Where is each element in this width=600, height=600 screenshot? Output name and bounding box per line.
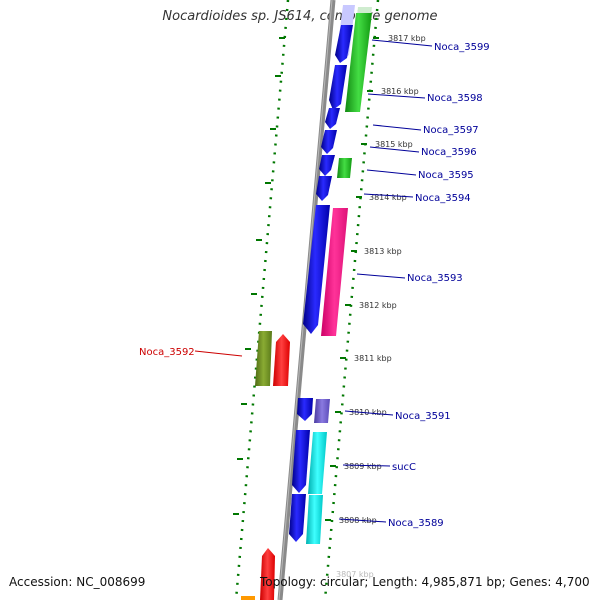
gene-label-noca-3593[interactable]: Noca_3593 [407,273,463,284]
feature-track[interactable] [306,7,372,544]
gene-bottom-orange[interactable] [241,596,255,600]
gene-succ-feature[interactable] [308,432,327,494]
reverse-genes[interactable] [241,331,290,600]
gene-noca-3599-feature[interactable] [345,13,372,112]
gene-noca-3592-feature[interactable] [255,331,272,386]
gene-bottom-cds[interactable] [260,548,275,600]
gene-label-noca-3599[interactable]: Noca_3599 [434,42,490,53]
gene-noca-3595-cds[interactable] [319,155,335,176]
gene-label-noca-3591[interactable]: Noca_3591 [395,411,451,422]
outer-track-right [323,0,380,600]
kbp-label: 3812 kbp [359,301,397,310]
kbp-label: 3813 kbp [364,247,402,256]
gene-label-noca-3595[interactable]: Noca_3595 [418,170,474,181]
right-tick-marks [325,37,379,521]
genome-info-label: Topology: circular; Length: 4,985,871 bp… [260,575,590,589]
label-leaders [194,39,433,523]
backbone-highlight [278,0,333,600]
forward-genes[interactable] [289,5,355,542]
accession-label: Accession: NC_008699 [9,575,146,589]
kbp-label: 3816 kbp [381,87,419,96]
kbp-label: 3817 kbp [388,34,426,43]
gene-noca-3589-feature[interactable] [306,495,323,544]
kbp-label: 3815 kbp [375,140,413,149]
kbp-label: 3814 kbp [369,193,407,202]
kbp-label: 3809 kbp [344,462,382,471]
gene-label-noca-3589[interactable]: Noca_3589 [388,518,444,529]
gene-label-succ[interactable]: sucC [392,462,416,473]
gene-noca-3597-cds[interactable] [325,108,340,129]
gene-noca-3593-feature[interactable] [321,208,348,336]
gene-noca-3591-feature[interactable] [314,399,330,423]
gene-noca-3591-cds[interactable] [297,398,313,421]
gene-label-noca-3597[interactable]: Noca_3597 [423,125,479,136]
left-tick-marks [233,37,285,515]
gene-noca-3589-cds[interactable] [289,494,306,542]
gene-noca-3592-cds[interactable] [273,334,290,386]
gene-label-noca-3598[interactable]: Noca_3598 [427,93,483,104]
gene-noca-3593-cds[interactable] [303,205,330,334]
kbp-label: 3811 kbp [354,354,392,363]
gene-succ-cds[interactable] [292,430,310,493]
gene-label-noca-3592[interactable]: Noca_3592 [139,347,195,358]
gene-noca-3595-feature[interactable] [337,158,352,178]
gene-label-noca-3596[interactable]: Noca_3596 [421,147,477,158]
outer-track-left [234,0,290,600]
gene-noca-3599-cds-solid[interactable] [335,25,353,63]
gene-noca-3598-cds[interactable] [329,65,347,110]
kbp-label: 3807 kbp [336,570,374,579]
gene-noca-3594-cds[interactable] [316,176,332,201]
gene-noca-3596-cds[interactable] [321,130,337,154]
gene-label-noca-3594[interactable]: Noca_3594 [415,193,471,204]
